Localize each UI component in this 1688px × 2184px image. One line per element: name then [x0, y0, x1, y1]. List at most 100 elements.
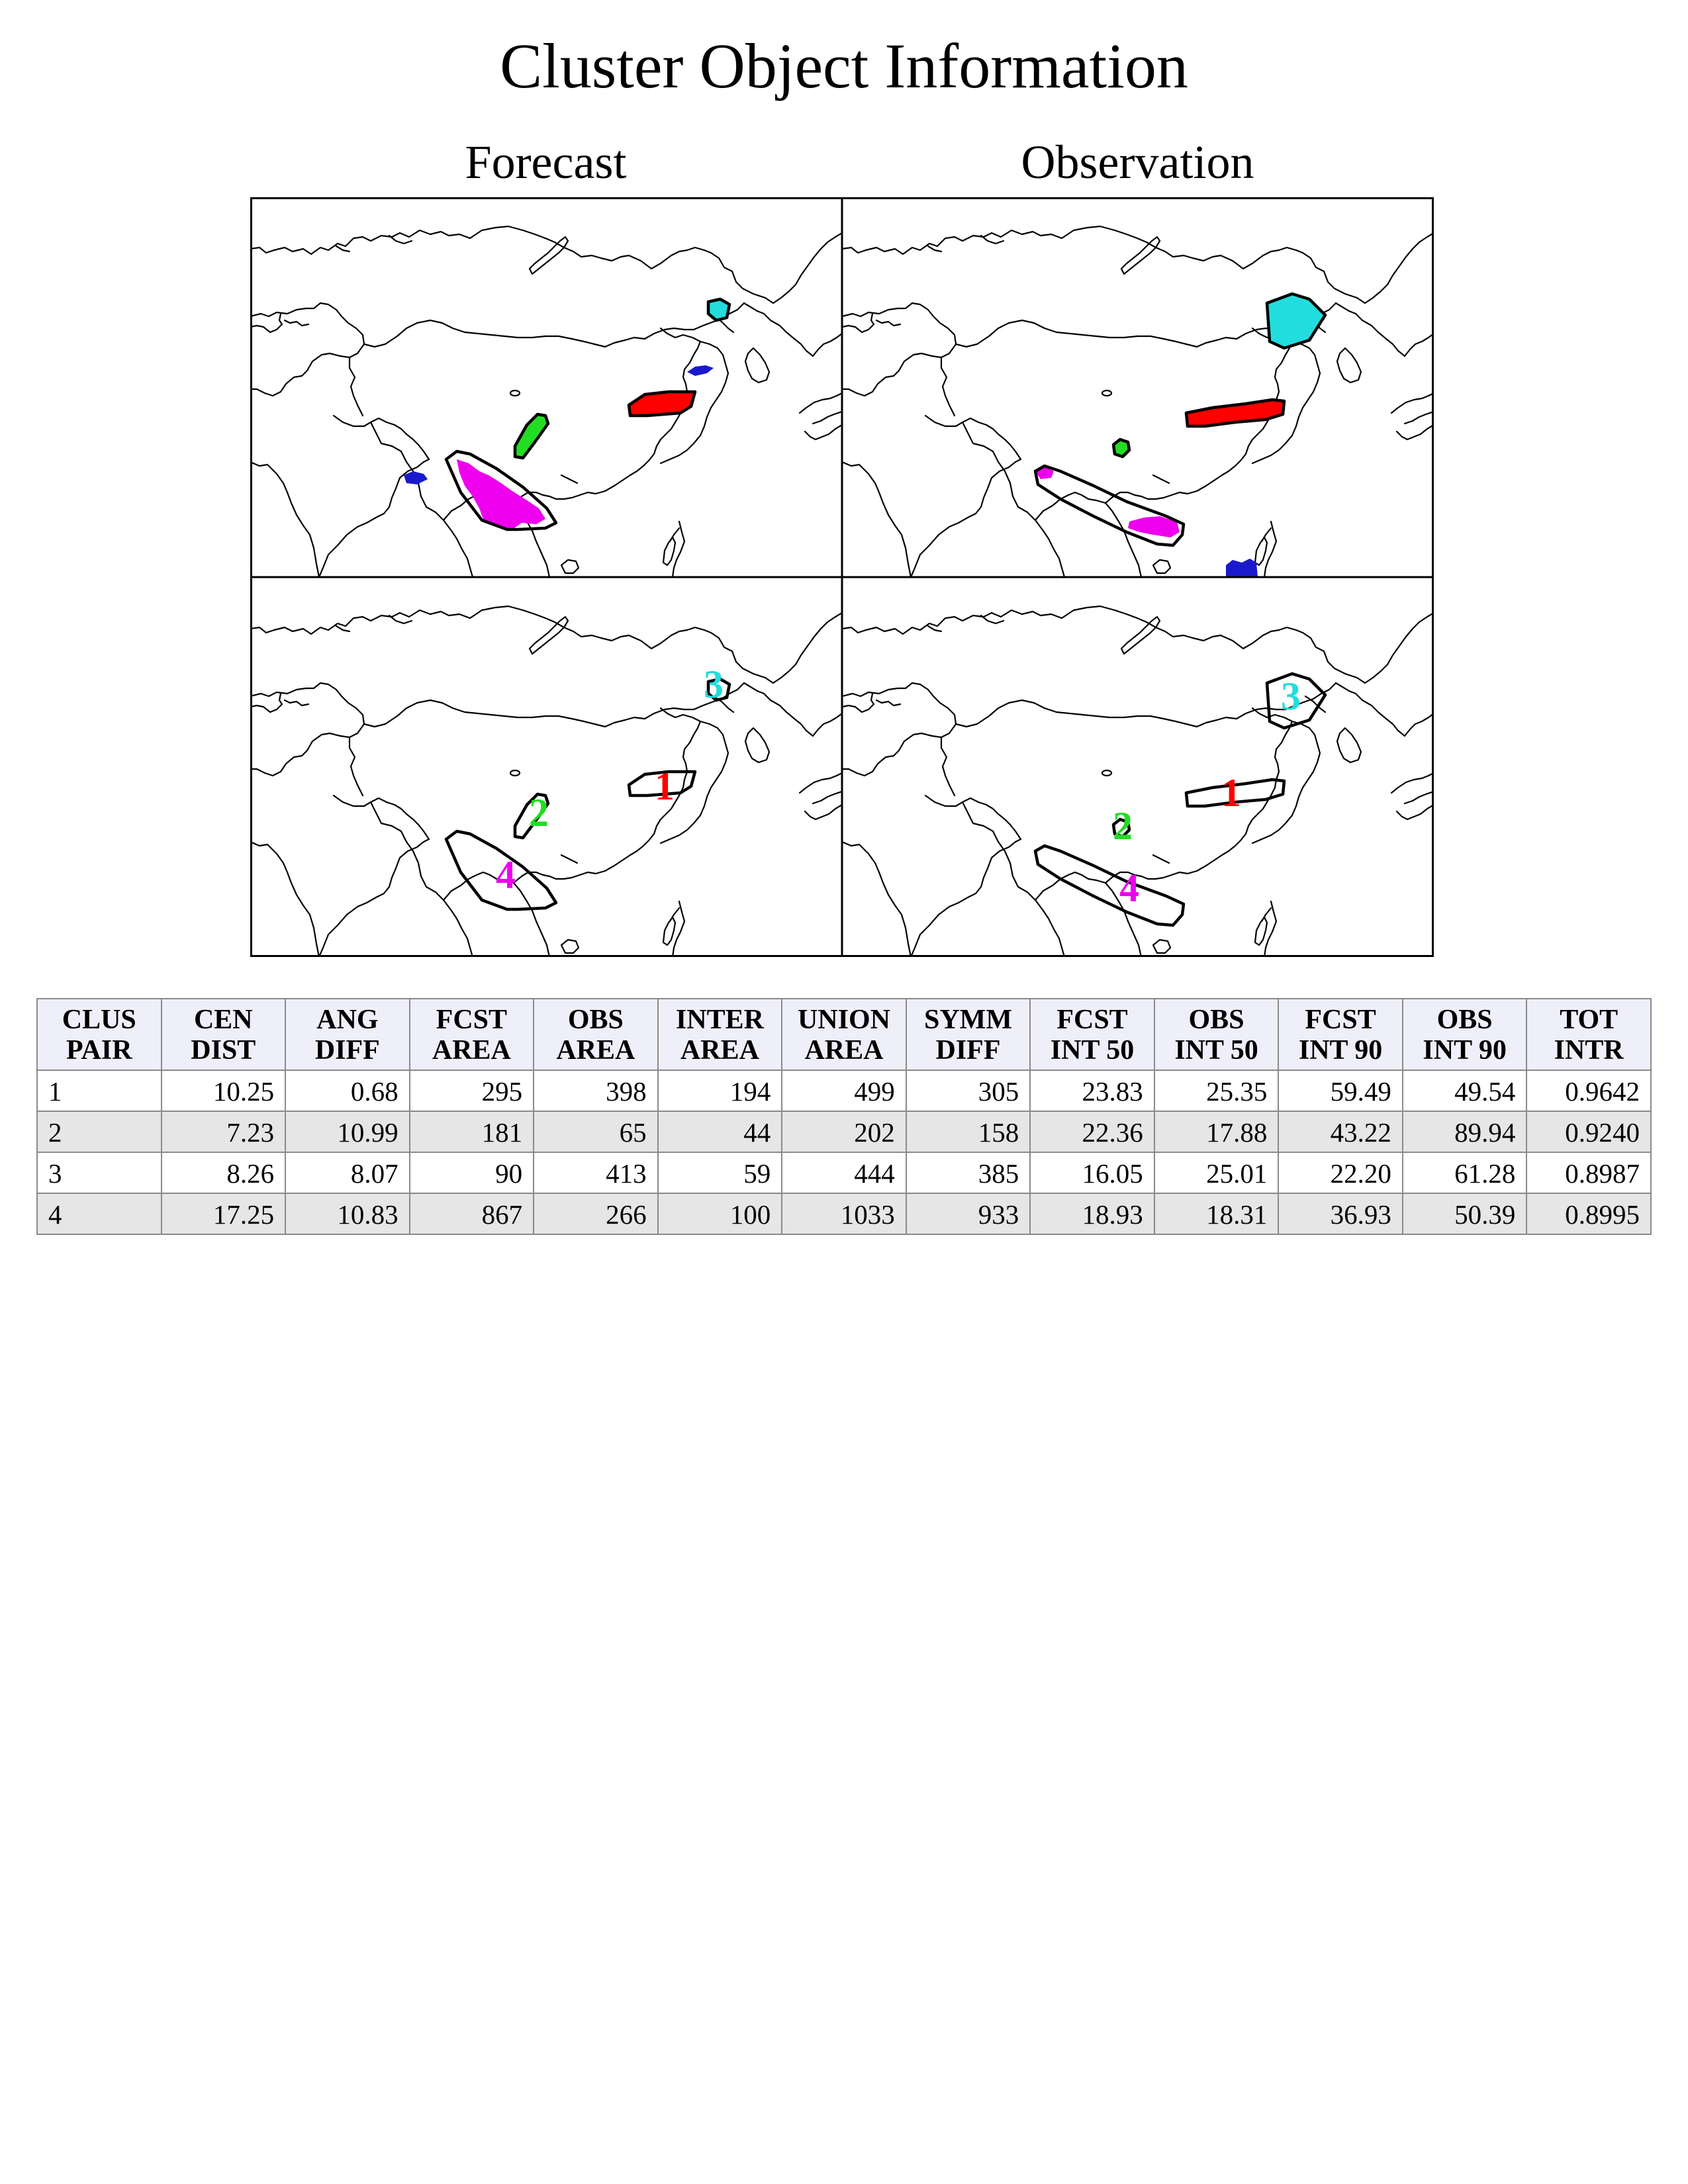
coastline-path [1336, 347, 1362, 384]
table-cell: 61.28 [1401, 1152, 1528, 1194]
column-header-text: FCST [436, 1005, 508, 1035]
coastline-path [1104, 707, 1293, 884]
coastline-path [910, 458, 1022, 577]
table-row: 1 10.25 0.68 295 398 194 499 305 23.83 25.35 59.49… [36, 1069, 1652, 1112]
coastline-path [842, 692, 875, 713]
coastline-path [335, 245, 351, 253]
column-header-text: AREA [556, 1035, 635, 1066]
coastline-path [842, 307, 899, 318]
column-header-text: INT 90 [1298, 1035, 1383, 1066]
coastline-path [1152, 854, 1170, 864]
table-cell: 43.22 [1278, 1111, 1403, 1153]
table-cell: 266 [533, 1193, 659, 1235]
coastline-borders [250, 225, 842, 577]
coastline-path [1403, 712, 1434, 737]
coastline-path [744, 727, 771, 764]
table-cell: 194 [657, 1069, 783, 1112]
coastline-path [1403, 790, 1434, 805]
coastline-path [940, 736, 956, 797]
column-header-text: OBS [1188, 1005, 1244, 1035]
column-header-text: AREA [680, 1035, 759, 1066]
column-header-text: UNION [797, 1005, 890, 1035]
table-cell: 8.07 [285, 1152, 410, 1194]
coastline-path [250, 682, 365, 777]
forecast-cluster-outline-map: 1 2 3 4 [250, 605, 842, 957]
column-header-text: OBS [1436, 1005, 1493, 1035]
coastline-path [250, 841, 320, 957]
coastline-path [842, 682, 957, 777]
coastline-path [875, 699, 902, 707]
coastline-path [560, 854, 579, 864]
table-cell: 100 [657, 1193, 783, 1235]
coastline-path [377, 417, 430, 461]
column-header-text: OBS [567, 1005, 624, 1035]
coastline-path [772, 232, 842, 304]
page-title: Cluster Object Information [500, 30, 1188, 101]
table-cell: 202 [781, 1111, 907, 1153]
coastline-path [348, 736, 364, 797]
coastline-path [842, 687, 899, 698]
coastline-path [961, 421, 1066, 577]
coastline-path [927, 625, 943, 633]
coastline-path [798, 392, 842, 414]
forecast-unmatched-object [404, 471, 428, 484]
table-cell: 22.36 [1029, 1111, 1155, 1153]
coastline-path [1152, 474, 1170, 484]
coastline-path [812, 410, 842, 425]
column-header-text: INT 90 [1423, 1035, 1507, 1066]
coastline-path [743, 302, 814, 357]
table-cell: 17.88 [1153, 1111, 1280, 1153]
table-cell: 90 [408, 1152, 535, 1194]
coastline-path [812, 790, 842, 805]
table-cell: 18.31 [1153, 1193, 1280, 1235]
table-cell: 25.35 [1153, 1069, 1280, 1112]
coastline-path [1390, 772, 1434, 794]
forecast-panel-title: Forecast [465, 136, 627, 189]
table-cell: 36.93 [1278, 1193, 1403, 1235]
coastline-path [842, 225, 1366, 304]
column-header-text: AREA [804, 1035, 884, 1066]
table-cell: 89.94 [1401, 1111, 1528, 1153]
coastline-path [910, 838, 1022, 957]
table-cell: 867 [408, 1193, 535, 1235]
cluster-label-3: 3 [1281, 674, 1301, 718]
cluster-label-4: 4 [1119, 866, 1139, 910]
hainan-path [560, 559, 580, 574]
column-header-text: INTER [675, 1005, 764, 1035]
lake-path [1101, 389, 1113, 397]
column-header: ANG DIFF [285, 998, 410, 1071]
observation-unmatched-object [1226, 559, 1258, 577]
hainan-path [1152, 559, 1172, 574]
coastline-path [1403, 332, 1434, 357]
column-header-text: FCST [1056, 1005, 1128, 1035]
table-cell: 18.93 [1029, 1193, 1155, 1235]
coastline-path [560, 474, 579, 484]
table-row: 3 8.26 8.07 90 413 59 444 385 16.05 25.01 22.20 61.… [36, 1152, 1652, 1194]
table-cell: 305 [905, 1069, 1031, 1112]
coastline-path [804, 803, 842, 821]
coastline-path [250, 692, 283, 713]
table-cell: 398 [533, 1069, 659, 1112]
table-cell: 50.39 [1401, 1193, 1528, 1235]
cluster-label-2: 2 [529, 791, 549, 835]
observation-cluster-4-outline [1033, 844, 1186, 927]
table-cell: 0.9240 [1526, 1111, 1652, 1153]
coastline-path [842, 841, 912, 957]
coastline-path [1335, 302, 1406, 357]
forecast-unmatched-object [687, 365, 714, 376]
coastline-path [875, 319, 902, 327]
coastline-path [363, 682, 745, 728]
coastline-path [927, 245, 943, 253]
column-header: CEN DIST [160, 998, 287, 1071]
coastline-borders [250, 605, 842, 957]
column-header-text: CLUS [62, 1005, 136, 1035]
table-cell: 10.83 [285, 1193, 410, 1235]
column-header-text: DIFF [314, 1035, 380, 1066]
hainan-path [1152, 938, 1172, 954]
table-cell: 8.26 [160, 1152, 287, 1194]
table-cell: 25.01 [1153, 1152, 1280, 1194]
coastline-path [772, 612, 842, 684]
coastline-path [1390, 392, 1434, 414]
cluster-statistics-table: CLUS PAIR CEN DIST ANG DIFF FCST AREA OBS AREA INT… [36, 998, 1652, 1235]
table-cell: 0.9642 [1526, 1069, 1652, 1112]
